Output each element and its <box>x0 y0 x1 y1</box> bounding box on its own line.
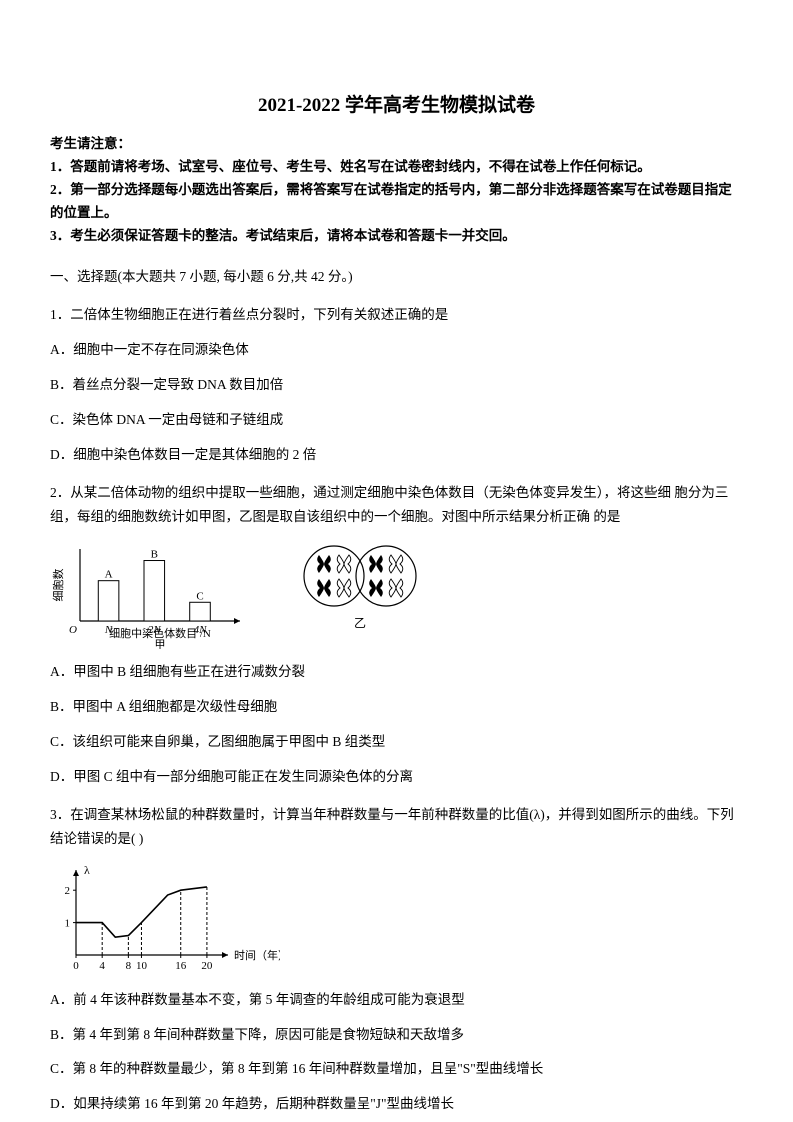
q3-line-chart: 12048101620λ时间（年） <box>50 862 280 977</box>
notice-header: 考生请注意： <box>50 133 743 156</box>
svg-text:细胞数: 细胞数 <box>52 569 65 602</box>
svg-text:0: 0 <box>73 960 79 972</box>
svg-text:λ: λ <box>84 863 90 877</box>
svg-text:20: 20 <box>201 960 213 972</box>
q2-stem: 2．从某二倍体动物的组织中提取一些细胞，通过测定细胞中染色体数目（无染色体变异发… <box>50 481 743 530</box>
q3-option-d: D．如果持续第 16 年到第 20 年趋势，后期种群数量呈"J"型曲线增长 <box>50 1093 743 1116</box>
q1-option-c: C．染色体 DNA 一定由母链和子链组成 <box>50 409 743 432</box>
svg-text:细胞中染色体数目 /N: 细胞中染色体数目 /N <box>109 626 211 640</box>
svg-text:时间（年）: 时间（年） <box>234 948 280 962</box>
q2-option-c: C．该组织可能来自卵巢，乙图细胞属于甲图中 B 组类型 <box>50 731 743 754</box>
notice-line-1: 1．答题前请将考场、试室号、座位号、考生号、姓名写在试卷密封线内，不得在试卷上作… <box>50 156 743 179</box>
q1-option-d: D．细胞中染色体数目一定是其体细胞的 2 倍 <box>50 444 743 467</box>
q3-option-b: B．第 4 年到第 8 年间种群数量下降，原因可能是食物短缺和天敌增多 <box>50 1024 743 1047</box>
svg-text:乙: 乙 <box>354 616 366 629</box>
svg-text:C: C <box>196 591 203 603</box>
q2-option-a: A．甲图中 B 组细胞有些正在进行减数分裂 <box>50 661 743 684</box>
q3-stem: 3．在调查某林场松鼠的种群数量时，计算当年种群数量与一年前种群数量的比值(λ)，… <box>50 803 743 852</box>
q2-option-b: B．甲图中 A 组细胞都是次级性母细胞 <box>50 696 743 719</box>
q2-cell-diagram: 乙 <box>290 539 430 629</box>
svg-text:甲: 甲 <box>155 639 166 649</box>
q3-figure: 12048101620λ时间（年） <box>50 862 743 977</box>
svg-text:1: 1 <box>65 917 71 929</box>
q1-option-a: A．细胞中一定不存在同源染色体 <box>50 339 743 362</box>
svg-text:2: 2 <box>65 885 71 897</box>
q2-option-d: D．甲图 C 组中有一部分细胞可能正在发生同源染色体的分离 <box>50 766 743 789</box>
q1-stem: 1．二倍体生物细胞正在进行着丝点分裂时，下列有关叙述正确的是 <box>50 303 743 327</box>
svg-text:10: 10 <box>136 960 148 972</box>
q2-bar-chart: ANB2NC4NO细胞数细胞中染色体数目 /N甲 <box>50 539 250 649</box>
q3-option-c: C．第 8 年的种群数量最少，第 8 年到第 16 年间种群数量增加，且呈"S"… <box>50 1058 743 1081</box>
svg-text:O: O <box>69 624 77 636</box>
svg-text:B: B <box>151 549 158 561</box>
q3-option-a: A．前 4 年该种群数量基本不变，第 5 年调查的年龄组成可能为衰退型 <box>50 989 743 1012</box>
q1-option-b: B．着丝点分裂一定导致 DNA 数目加倍 <box>50 374 743 397</box>
exam-title: 2021-2022 学年高考生物模拟试卷 <box>50 90 743 117</box>
notice-line-3: 3．考生必须保证答题卡的整洁。考试结束后，请将本试卷和答题卡一并交回。 <box>50 225 743 248</box>
svg-text:8: 8 <box>126 960 132 972</box>
svg-text:A: A <box>105 569 113 581</box>
q2-figure-row: ANB2NC4NO细胞数细胞中染色体数目 /N甲 乙 <box>50 539 743 649</box>
section-header: 一、选择题(本大题共 7 小题, 每小题 6 分,共 42 分。) <box>50 266 743 289</box>
svg-text:4: 4 <box>99 960 105 972</box>
notice-line-2: 2．第一部分选择题每小题选出答案后，需将答案写在试卷指定的括号内，第二部分非选择… <box>50 179 743 225</box>
svg-text:16: 16 <box>175 960 187 972</box>
